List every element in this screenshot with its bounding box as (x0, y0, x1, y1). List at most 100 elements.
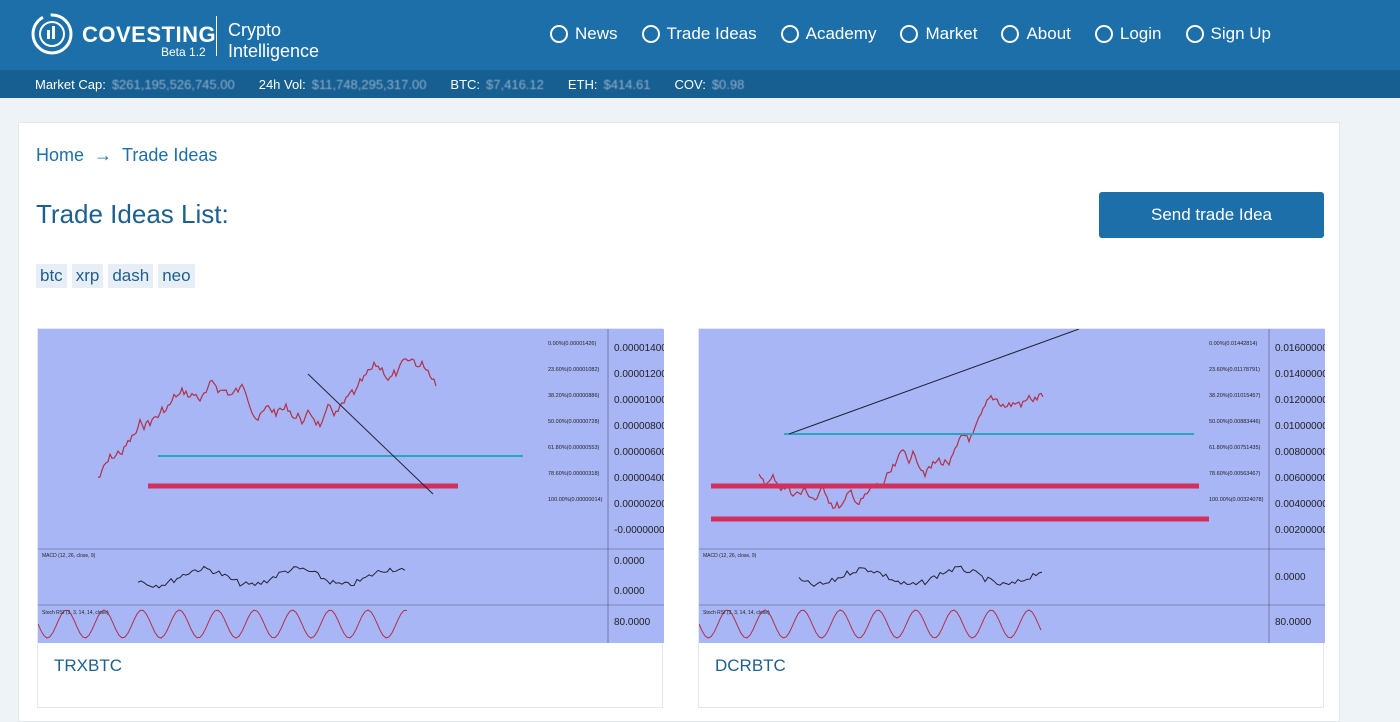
nav-item[interactable]: Sign Up (1185, 24, 1271, 44)
fib-label: 23.60%(0.00001082) (548, 367, 600, 373)
axis-label: 0.00600000 (1275, 473, 1325, 484)
card-title[interactable]: DCRBTC (715, 656, 786, 675)
tag[interactable]: xrp (71, 264, 104, 288)
fib-label: 50.00%(0.00883446) (1209, 419, 1261, 425)
header: COVESTING Beta 1.2 Crypto Intelligence N… (0, 0, 1400, 70)
nav-item[interactable]: About (1001, 24, 1071, 44)
fib-label: 0.00%(0.01442814) (1209, 341, 1257, 347)
breadcrumb: Home → Trade Ideas (36, 145, 217, 166)
nav-label: About (1026, 24, 1071, 43)
chart-image: 0.01600000 0.01400000 0.01200000 0.01000000… (699, 329, 1325, 643)
indicator-label: MACD (12, 26, close, 9) (42, 553, 96, 559)
nav-item[interactable]: Market (900, 24, 977, 44)
send-button[interactable]: Send trade Idea (1099, 192, 1324, 238)
axis-label: 0.00200000 (1275, 525, 1325, 536)
ticker-label: Market Cap: (35, 76, 106, 92)
tagline: Crypto (228, 20, 282, 40)
nav-item[interactable]: News (550, 24, 618, 44)
nav-icon (900, 25, 919, 43)
tag[interactable]: neo (158, 264, 195, 288)
ticker-value: $261,195,526,745.00 (111, 76, 235, 92)
logo (31, 13, 73, 55)
ticker-value: $11,748,295,317.00 (311, 76, 427, 92)
axis-label: 0.00000800 (614, 421, 664, 432)
nav-label: Login (1119, 24, 1162, 43)
fib-label: 50.00%(0.00000728) (548, 419, 600, 425)
axis-label: 0.01600000 (1275, 343, 1325, 354)
fib-label: 23.60%(0.01178791) (1209, 367, 1260, 373)
axis-label: 0.00001400 (614, 343, 664, 354)
nav-item[interactable]: Trade Ideas (641, 24, 757, 44)
arrow: → (94, 145, 113, 165)
nav-icon (641, 25, 660, 43)
nav-label: Academy (805, 24, 877, 43)
chart-image: 0.00001400 0.00001200 0.00001000 0.00000800… (38, 329, 664, 643)
nav-item[interactable]: Login (1094, 24, 1162, 44)
tag[interactable]: btc (36, 264, 67, 288)
ticker-label: 24h Vol: (258, 76, 306, 92)
indicator-label: Stoch RSI (3, 3, 14, 14, close) (42, 610, 109, 616)
axis-label: 0.00001000 (614, 395, 664, 406)
ticker-value: $7,416.12 (486, 76, 544, 92)
trade-card[interactable]: 0.01600000 0.01400000 0.01200000 0.01000000… (698, 328, 1325, 708)
tagline: Intelligence (228, 41, 320, 61)
axis-label: 0.0000 (1275, 572, 1306, 583)
axis-label: 0.0000 (614, 556, 645, 567)
nav-label: Market (925, 24, 978, 43)
stoch-line (38, 609, 408, 639)
fib-label: 100.00%(0.00000014) (548, 497, 603, 503)
tags: btc xrp dash neo (36, 264, 195, 288)
axis-label: 0.00800000 (1275, 447, 1325, 458)
indicator-label: MACD (12, 26, close, 9) (703, 553, 757, 559)
trend-line (307, 373, 434, 495)
nav: News Trade Ideas Academy Market About Login Si… (550, 24, 1271, 44)
crumb-link[interactable]: Home (36, 145, 85, 165)
page-title: Trade Ideas List: (36, 199, 229, 229)
fib-label: 0.00%(0.00001426) (548, 341, 596, 347)
trade-card[interactable]: 0.00001400 0.00001200 0.00001000 0.00000800… (37, 328, 664, 708)
axis-label: 0.01200000 (1275, 395, 1325, 406)
nav-icon (1001, 25, 1020, 43)
fib-label: 100.00%(0.00324078) (1209, 497, 1264, 503)
ticker: Market Cap: $261,195,526,745.00 24h Vol: $1… (0, 70, 1400, 98)
axis-label: 0.0000 (614, 586, 645, 597)
ticker-item: ETH: $414.61 (568, 77, 651, 92)
nav-icon (550, 25, 568, 43)
axis-label: 0.00000400 (614, 473, 664, 484)
stoch-line (699, 609, 1042, 639)
ticker-label: COV: (674, 76, 706, 92)
tag[interactable]: dash (108, 264, 154, 288)
axis-label: 0.00001200 (614, 369, 664, 380)
axis-label: 80.0000 (614, 617, 651, 628)
nav-label: Trade Ideas (666, 24, 757, 43)
ticker-item: BTC: $7,416.12 (450, 77, 543, 92)
ticker-value: $0.98 (711, 76, 745, 92)
axis-label: 80.0000 (1275, 617, 1312, 628)
content: Home → Trade Ideas Trade Ideas List: Send … (18, 122, 1340, 722)
ticker-value: $414.61 (603, 76, 651, 92)
card-title[interactable]: TRXBTC (54, 656, 122, 675)
price-line (758, 392, 1044, 510)
macd-line (137, 565, 406, 589)
crumb-current: Trade Ideas (122, 145, 218, 165)
version: Beta 1.2 (161, 45, 206, 59)
fib-label: 38.20%(0.00000886) (548, 393, 600, 399)
nav-item[interactable]: Academy (780, 24, 877, 44)
axis-label: 0.00000600 (614, 447, 664, 458)
axis-label: 0.00400000 (1275, 499, 1325, 510)
nav-icon (1185, 25, 1204, 43)
separator (216, 16, 217, 56)
macd-line (798, 565, 1043, 587)
brand[interactable]: COVESTING (82, 22, 217, 47)
axis-label: 0.01400000 (1275, 369, 1325, 380)
axis-label: 0.00000200 (614, 499, 664, 510)
fib-label: 78.60%(0.00000318) (548, 471, 600, 477)
trend-line (788, 329, 1080, 435)
nav-icon (780, 25, 799, 43)
ticker-item: 24h Vol: $11,748,295,317.00 (259, 77, 427, 92)
price-line (97, 358, 437, 479)
fib-label: 61.80%(0.00751435) (1209, 445, 1261, 451)
fib-label: 78.60%(0.00563467) (1209, 471, 1261, 477)
